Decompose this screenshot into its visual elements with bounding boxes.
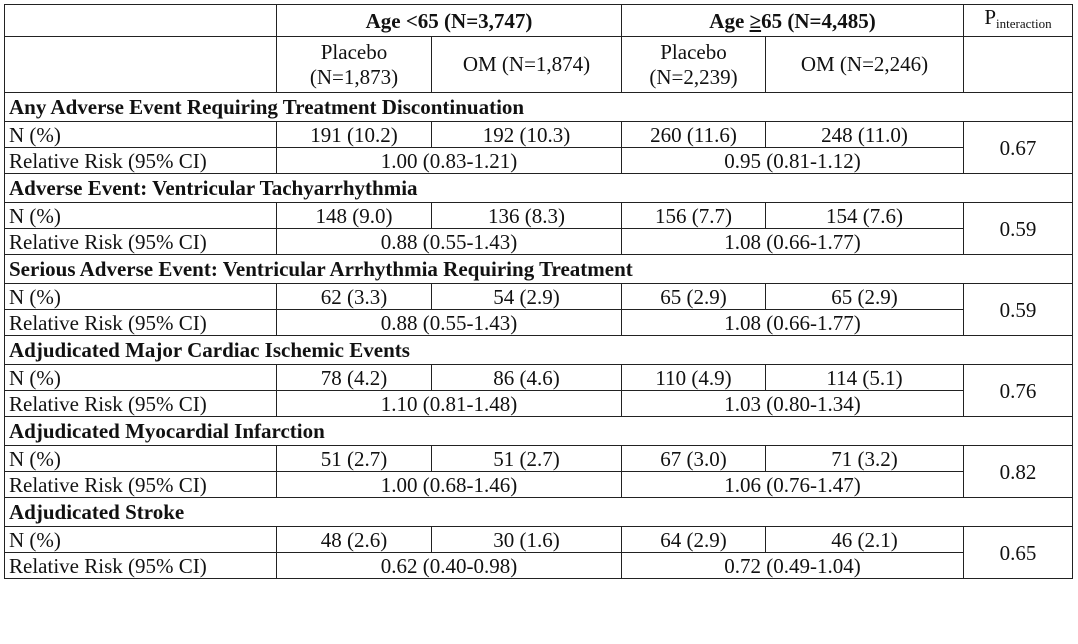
- group-header-under-65: Age <65 (N=3,747): [276, 4, 622, 37]
- relative-risk-65plus: 1.08 (0.66-1.77): [621, 228, 964, 255]
- row-label-rr: Relative Risk (95% CI): [4, 390, 277, 417]
- relative-risk-under65: 1.10 (0.81-1.48): [276, 390, 622, 417]
- n-percent-cell: 62 (3.3): [276, 283, 432, 310]
- n-percent-cell: 114 (5.1): [765, 364, 964, 391]
- n-percent-cell: 65 (2.9): [621, 283, 766, 310]
- relative-risk-row: Relative Risk (95% CI) 0.88 (0.55-1.43) 1.…: [4, 228, 1073, 255]
- col-header-placebo-65plus: Placebo (N=2,239): [621, 36, 766, 93]
- relative-risk-under65: 0.88 (0.55-1.43): [276, 309, 622, 336]
- relative-risk-row: Relative Risk (95% CI) 1.00 (0.83-1.21) 0.…: [4, 147, 1073, 174]
- n-percent-cell: 148 (9.0): [276, 202, 432, 229]
- p-interaction-value: 0.59: [963, 202, 1073, 255]
- row-label-rr: Relative Risk (95% CI): [4, 309, 277, 336]
- relative-risk-65plus: 1.03 (0.80-1.34): [621, 390, 964, 417]
- relative-risk-65plus: 0.72 (0.49-1.04): [621, 552, 964, 579]
- n-percent-row: N (%) 48 (2.6) 30 (1.6) 64 (2.9) 46 (2.1) 0.6…: [4, 526, 1073, 579]
- n-percent-cell: 46 (2.1): [765, 526, 964, 553]
- n-percent-cell: 78 (4.2): [276, 364, 432, 391]
- n-percent-cell: 48 (2.6): [276, 526, 432, 553]
- row-label-rr: Relative Risk (95% CI): [4, 228, 277, 255]
- header-row-groups: Age <65 (N=3,747) Age ≥65 (N=4,485) Pint…: [4, 4, 1073, 37]
- relative-risk-65plus: 1.08 (0.66-1.77): [621, 309, 964, 336]
- n-percent-cell: 86 (4.6): [431, 364, 622, 391]
- section-title: Adverse Event: Ventricular Tachyarrhythm…: [4, 173, 1073, 203]
- p-main: P: [984, 5, 997, 29]
- relative-risk-65plus: 0.95 (0.81-1.12): [621, 147, 964, 174]
- row-label-n: N (%): [4, 283, 277, 310]
- p-interaction-header: Pinteraction: [963, 4, 1073, 37]
- n-percent-cell: 136 (8.3): [431, 202, 622, 229]
- n-percent-cell: 65 (2.9): [765, 283, 964, 310]
- section-title: Serious Adverse Event: Ventricular Arrhy…: [4, 254, 1073, 284]
- n-percent-cell: 67 (3.0): [621, 445, 766, 472]
- row-label-rr: Relative Risk (95% CI): [4, 552, 277, 579]
- p-interaction-value: 0.59: [963, 283, 1073, 336]
- row-label-rr: Relative Risk (95% CI): [4, 147, 277, 174]
- row-label-n: N (%): [4, 445, 277, 472]
- relative-risk-under65: 0.62 (0.40-0.98): [276, 552, 622, 579]
- row-label-n: N (%): [4, 526, 277, 553]
- n-percent-row: N (%) 62 (3.3) 54 (2.9) 65 (2.9) 65 (2.9) 0.5…: [4, 283, 1073, 336]
- p-interaction-value: 0.65: [963, 526, 1073, 579]
- relative-risk-row: Relative Risk (95% CI) 0.62 (0.40-0.98) 0.…: [4, 552, 1073, 579]
- n-percent-cell: 110 (4.9): [621, 364, 766, 391]
- row-label-n: N (%): [4, 121, 277, 148]
- section-heading-row: Adjudicated Myocardial Infarction: [4, 416, 1073, 446]
- relative-risk-row: Relative Risk (95% CI) 1.10 (0.81-1.48) 1.…: [4, 390, 1073, 417]
- n-percent-row: N (%) 51 (2.7) 51 (2.7) 67 (3.0) 71 (3.2) 0.8…: [4, 445, 1073, 498]
- empty-corner: [4, 4, 277, 37]
- empty-corner: [4, 36, 277, 93]
- p-subscript: interaction: [996, 16, 1052, 31]
- col-header-placebo-under65: Placebo (N=1,873): [276, 36, 432, 93]
- n-percent-cell: 71 (3.2): [765, 445, 964, 472]
- header-row-arms: Placebo (N=1,873) OM (N=1,874) Placebo (…: [4, 36, 1073, 93]
- n-percent-cell: 51 (2.7): [431, 445, 622, 472]
- section-heading-row: Adjudicated Stroke: [4, 497, 1073, 527]
- n-percent-cell: 191 (10.2): [276, 121, 432, 148]
- p-interaction-value: 0.82: [963, 445, 1073, 498]
- n-percent-cell: 154 (7.6): [765, 202, 964, 229]
- col-header-om-65plus: OM (N=2,246): [765, 36, 964, 93]
- relative-risk-under65: 0.88 (0.55-1.43): [276, 228, 622, 255]
- n-percent-cell: 30 (1.6): [431, 526, 622, 553]
- section-heading-row: Serious Adverse Event: Ventricular Arrhy…: [4, 254, 1073, 284]
- group-65-symbol: ≥: [749, 8, 762, 33]
- n-percent-row: N (%) 148 (9.0) 136 (8.3) 156 (7.7) 154 (7.6…: [4, 202, 1073, 255]
- section-title: Adjudicated Major Cardiac Ischemic Event…: [4, 335, 1073, 365]
- row-label-n: N (%): [4, 364, 277, 391]
- relative-risk-under65: 1.00 (0.83-1.21): [276, 147, 622, 174]
- row-label-n: N (%): [4, 202, 277, 229]
- section-title: Any Adverse Event Requiring Treatment Di…: [4, 92, 1073, 122]
- section-heading-row: Any Adverse Event Requiring Treatment Di…: [4, 92, 1073, 122]
- col-header-om-under65: OM (N=1,874): [431, 36, 622, 93]
- relative-risk-65plus: 1.06 (0.76-1.47): [621, 471, 964, 498]
- adverse-events-table: Age <65 (N=3,747) Age ≥65 (N=4,485) Pint…: [4, 4, 1073, 579]
- section-title: Adjudicated Stroke: [4, 497, 1073, 527]
- p-interaction-value: 0.67: [963, 121, 1073, 174]
- n-percent-cell: 64 (2.9): [621, 526, 766, 553]
- empty-p-cell: [963, 36, 1073, 93]
- n-percent-cell: 156 (7.7): [621, 202, 766, 229]
- relative-risk-row: Relative Risk (95% CI) 0.88 (0.55-1.43) 1.…: [4, 309, 1073, 336]
- n-percent-cell: 260 (11.6): [621, 121, 766, 148]
- group-header-65-plus: Age ≥65 (N=4,485): [621, 4, 964, 37]
- relative-risk-under65: 1.00 (0.68-1.46): [276, 471, 622, 498]
- n-percent-cell: 51 (2.7): [276, 445, 432, 472]
- group-65-suffix: 65 (N=4,485): [761, 8, 876, 33]
- n-percent-cell: 192 (10.3): [431, 121, 622, 148]
- n-percent-row: N (%) 78 (4.2) 86 (4.6) 110 (4.9) 114 (5.1) 0…: [4, 364, 1073, 417]
- n-percent-cell: 54 (2.9): [431, 283, 622, 310]
- n-percent-row: N (%) 191 (10.2) 192 (10.3) 260 (11.6) 248 (…: [4, 121, 1073, 174]
- relative-risk-row: Relative Risk (95% CI) 1.00 (0.68-1.46) 1.…: [4, 471, 1073, 498]
- n-percent-cell: 248 (11.0): [765, 121, 964, 148]
- row-label-rr: Relative Risk (95% CI): [4, 471, 277, 498]
- section-title: Adjudicated Myocardial Infarction: [4, 416, 1073, 446]
- p-interaction-value: 0.76: [963, 364, 1073, 417]
- section-heading-row: Adjudicated Major Cardiac Ischemic Event…: [4, 335, 1073, 365]
- group-65-prefix: Age: [709, 8, 750, 33]
- section-heading-row: Adverse Event: Ventricular Tachyarrhythm…: [4, 173, 1073, 203]
